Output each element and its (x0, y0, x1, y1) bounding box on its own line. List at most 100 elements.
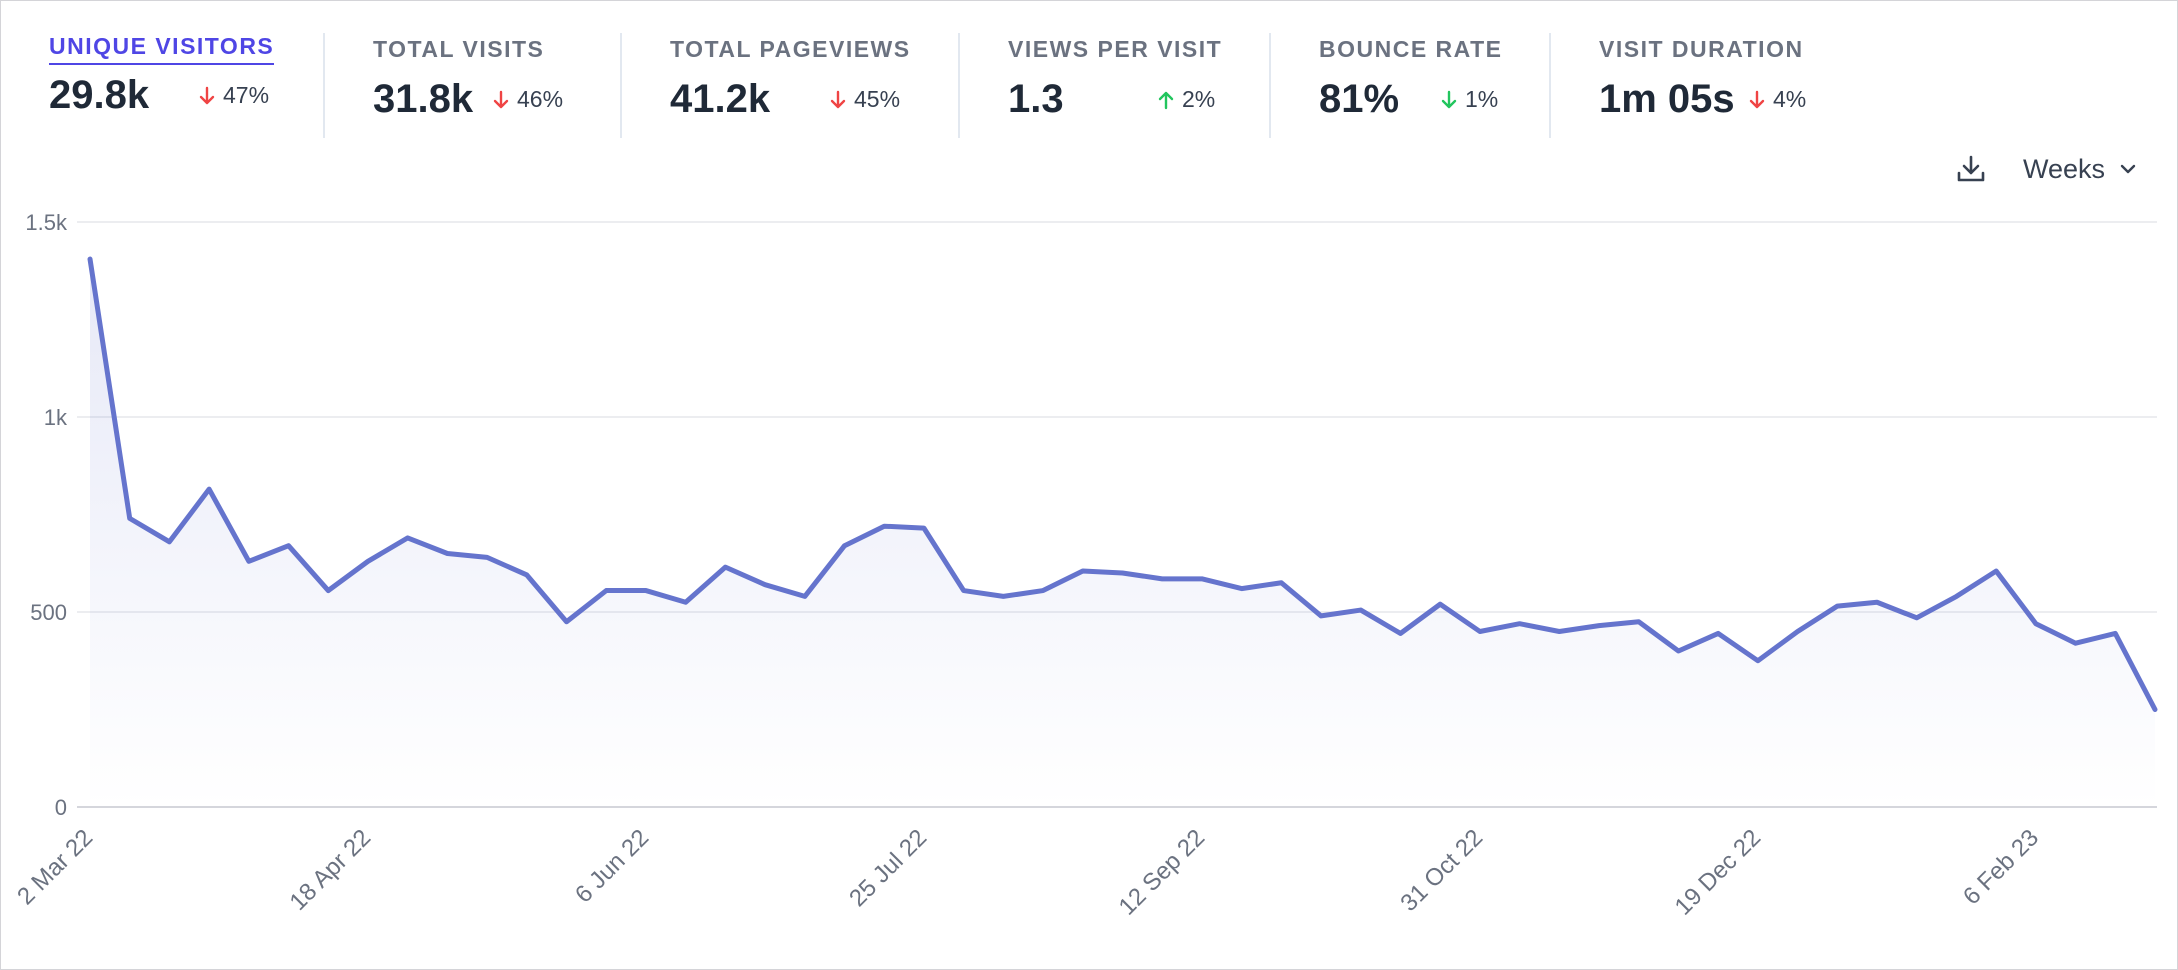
data-point[interactable] (962, 589, 966, 593)
metric-value: 41.2k (670, 77, 771, 121)
data-point[interactable] (1676, 649, 1680, 653)
data-point[interactable] (922, 526, 926, 530)
metric-change: 4% (1749, 86, 1806, 113)
data-point[interactable] (1796, 630, 1800, 633)
data-point[interactable] (803, 594, 807, 598)
data-point[interactable] (1081, 569, 1085, 573)
metric-change-value: 47% (223, 82, 270, 108)
data-point[interactable] (1518, 622, 1522, 626)
metric-change-value: 4% (1773, 86, 1807, 112)
data-point[interactable] (1875, 600, 1879, 604)
divider (323, 33, 325, 138)
data-point[interactable] (644, 589, 648, 593)
data-point[interactable] (1557, 630, 1561, 633)
metric-label[interactable]: VISIT DURATION (1599, 36, 1804, 62)
y-tick-label: 500 (30, 600, 67, 625)
data-point[interactable] (843, 544, 847, 548)
metric-visit-duration[interactable]: VISIT DURATION 1m 05s 4% (1599, 29, 1806, 122)
arrow-down-icon (1441, 90, 1457, 108)
metric-change-value: 46% (517, 86, 564, 112)
data-point[interactable] (684, 600, 688, 604)
data-point[interactable] (882, 524, 886, 528)
data-point[interactable] (1200, 577, 1204, 581)
divider (958, 33, 960, 138)
data-point[interactable] (1637, 620, 1641, 624)
x-tick-label: 12 Sep 22 (1114, 824, 1210, 920)
data-point[interactable] (1160, 577, 1164, 581)
data-point[interactable] (2034, 622, 2038, 626)
metric-value: 1m 05s (1599, 77, 1735, 121)
data-point[interactable] (445, 552, 449, 555)
metric-value: 29.8k (49, 73, 150, 117)
data-point[interactable] (723, 565, 727, 569)
data-point[interactable] (1359, 608, 1363, 612)
data-point[interactable] (2113, 631, 2117, 635)
x-tick-label: 2 Mar 22 (12, 824, 98, 910)
data-point[interactable] (525, 573, 529, 577)
metric-change: 46% (493, 86, 563, 113)
data-point[interactable] (2074, 641, 2078, 645)
data-point[interactable] (366, 559, 370, 563)
data-point[interactable] (167, 540, 171, 544)
data-point[interactable] (1756, 659, 1760, 663)
data-point[interactable] (1716, 631, 1720, 635)
data-point[interactable] (1240, 587, 1244, 591)
download-icon (1957, 155, 1985, 182)
y-tick-label: 1.5k (25, 210, 68, 235)
data-point[interactable] (604, 589, 608, 593)
metric-value: 31.8k (373, 77, 474, 121)
data-point[interactable] (1994, 569, 1998, 573)
data-point[interactable] (1001, 594, 1005, 598)
data-point[interactable] (406, 536, 410, 540)
metric-change-value: 2% (1182, 86, 1216, 112)
area-fill (90, 259, 2155, 807)
metric-label[interactable]: BOUNCE RATE (1319, 36, 1503, 62)
data-point[interactable] (565, 620, 569, 624)
data-point[interactable] (485, 555, 489, 559)
metric-change-value: 45% (854, 86, 901, 112)
data-point[interactable] (247, 559, 251, 563)
data-point[interactable] (1398, 631, 1402, 635)
metric-label[interactable]: UNIQUE VISITORS (49, 29, 275, 65)
arrow-down-icon (493, 90, 509, 108)
metric-label[interactable]: TOTAL PAGEVIEWS (670, 36, 911, 62)
data-point[interactable] (1954, 594, 1958, 598)
metric-total-visits[interactable]: TOTAL VISITS 31.8k 46% (373, 29, 563, 122)
data-point[interactable] (128, 516, 132, 520)
metric-change-value: 1% (1465, 86, 1499, 112)
data-point[interactable] (763, 583, 767, 587)
data-point[interactable] (1835, 604, 1839, 608)
metric-label[interactable]: TOTAL VISITS (373, 36, 545, 62)
chevron-down-icon (2120, 164, 2136, 174)
metric-change: 1% (1441, 86, 1498, 113)
data-point[interactable] (1915, 616, 1919, 620)
metric-label[interactable]: VIEWS PER VISIT (1008, 36, 1223, 62)
data-point[interactable] (326, 589, 330, 593)
metric-value: 81% (1319, 77, 1400, 121)
download-button[interactable] (1953, 151, 1989, 187)
divider (1269, 33, 1271, 138)
data-point[interactable] (1121, 571, 1124, 575)
data-point[interactable] (1597, 624, 1601, 628)
metric-unique-visitors[interactable]: UNIQUE VISITORS 29.8k 47% (49, 29, 275, 118)
data-point[interactable] (88, 257, 92, 261)
data-point[interactable] (1041, 589, 1045, 593)
metric-change: 47% (199, 82, 269, 109)
data-point[interactable] (2153, 708, 2157, 711)
data-point[interactable] (1319, 614, 1323, 618)
data-point[interactable] (207, 487, 211, 491)
interval-label: Weeks (2022, 153, 2105, 184)
interval-dropdown[interactable]: Weeks (2023, 154, 2137, 185)
metric-bounce-rate[interactable]: BOUNCE RATE 81% 1% (1319, 29, 1502, 122)
data-point[interactable] (1438, 602, 1442, 606)
chart-toolbar: Weeks (1953, 151, 2137, 187)
metric-views-per-visit[interactable]: VIEWS PER VISIT 1.3 2% (1008, 29, 1222, 122)
data-point[interactable] (1279, 581, 1283, 585)
metric-total-pageviews[interactable]: TOTAL PAGEVIEWS 41.2k 45% (670, 29, 911, 122)
y-tick-label: 1k (44, 405, 68, 430)
data-point[interactable] (1478, 630, 1482, 633)
data-point[interactable] (287, 544, 291, 548)
metric-change: 45% (830, 86, 900, 113)
divider (1549, 33, 1551, 138)
